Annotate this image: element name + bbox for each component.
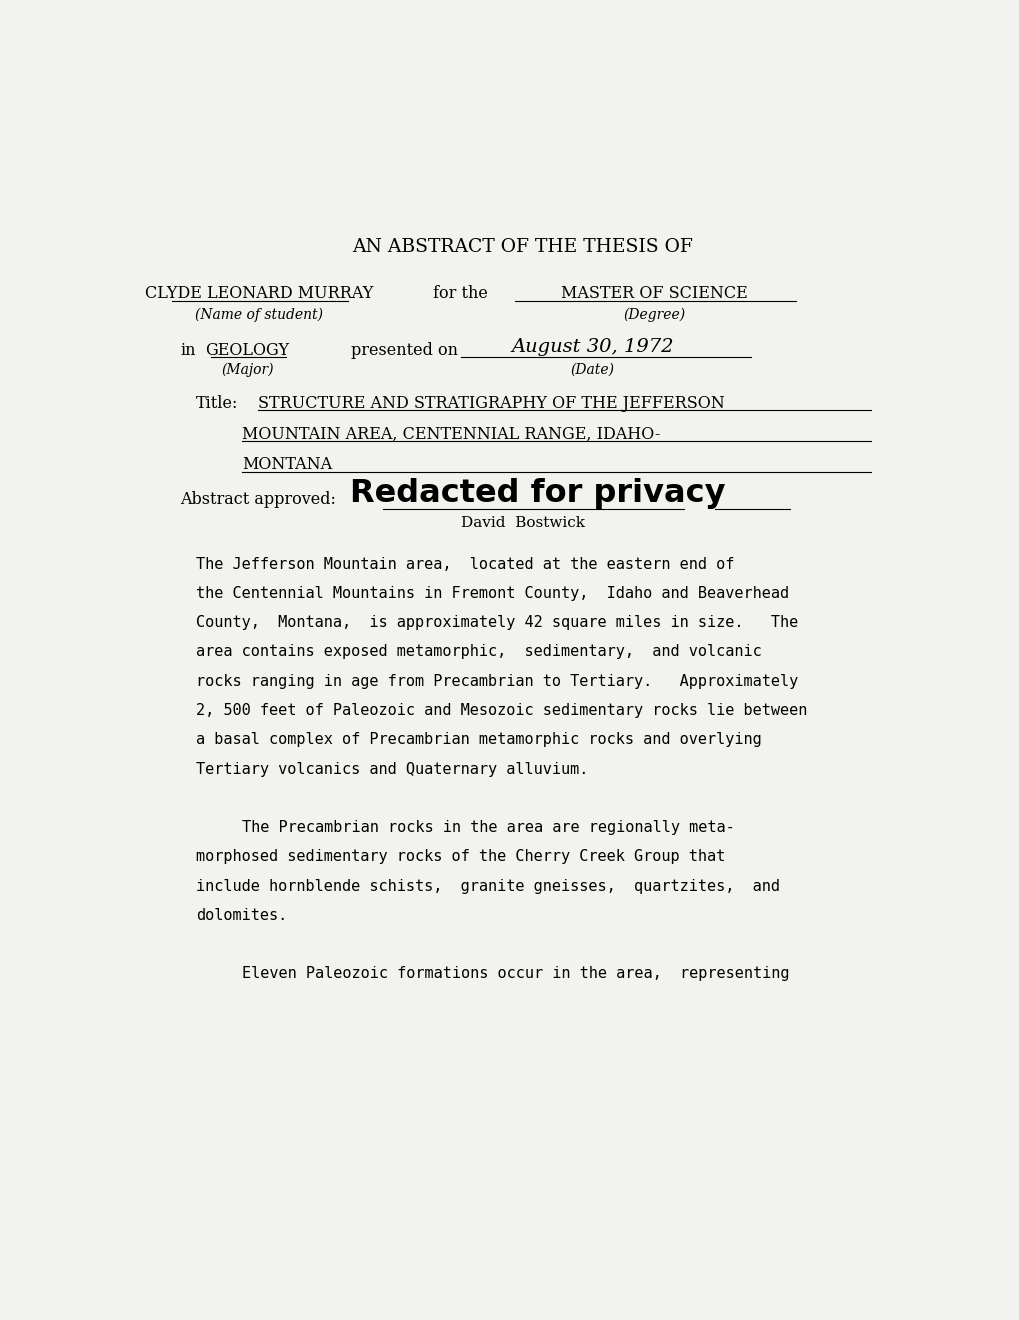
Text: (Degree): (Degree) <box>623 308 685 322</box>
Text: STRUCTURE AND STRATIGRAPHY OF THE JEFFERSON: STRUCTURE AND STRATIGRAPHY OF THE JEFFER… <box>258 395 723 412</box>
Text: dolomites.: dolomites. <box>196 908 286 923</box>
Text: Eleven Paleozoic formations occur in the area,  representing: Eleven Paleozoic formations occur in the… <box>242 966 789 981</box>
Text: (Date): (Date) <box>570 363 613 378</box>
Text: the Centennial Mountains in Fremont County,  Idaho and Beaverhead: the Centennial Mountains in Fremont Coun… <box>196 586 788 601</box>
Text: August 30, 1972: August 30, 1972 <box>511 338 674 356</box>
Text: MONTANA: MONTANA <box>242 457 332 474</box>
Text: area contains exposed metamorphic,  sedimentary,  and volcanic: area contains exposed metamorphic, sedim… <box>196 644 761 660</box>
Text: CLYDE LEONARD MURRAY: CLYDE LEONARD MURRAY <box>145 285 373 302</box>
Text: David  Bostwick: David Bostwick <box>461 516 584 529</box>
Text: a basal complex of Precambrian metamorphic rocks and overlying: a basal complex of Precambrian metamorph… <box>196 733 761 747</box>
Text: GEOLOGY: GEOLOGY <box>206 342 289 359</box>
Text: for the: for the <box>433 285 488 302</box>
Text: morphosed sedimentary rocks of the Cherry Creek Group that: morphosed sedimentary rocks of the Cherr… <box>196 849 725 865</box>
Text: Tertiary volcanics and Quaternary alluvium.: Tertiary volcanics and Quaternary alluvi… <box>196 762 588 776</box>
Text: The Jefferson Mountain area,  located at the eastern end of: The Jefferson Mountain area, located at … <box>196 557 734 572</box>
Text: AN ABSTRACT OF THE THESIS OF: AN ABSTRACT OF THE THESIS OF <box>352 238 693 256</box>
Text: Abstract approved:: Abstract approved: <box>180 491 335 508</box>
Text: in: in <box>180 342 196 359</box>
Text: MASTER OF SCIENCE: MASTER OF SCIENCE <box>560 285 747 302</box>
Text: 2, 500 feet of Paleozoic and Mesozoic sedimentary rocks lie between: 2, 500 feet of Paleozoic and Mesozoic se… <box>196 704 806 718</box>
Text: include hornblende schists,  granite gneisses,  quartzites,  and: include hornblende schists, granite gnei… <box>196 879 779 894</box>
Text: Redacted for privacy: Redacted for privacy <box>351 478 726 508</box>
Text: rocks ranging in age from Precambrian to Tertiary.   Approximately: rocks ranging in age from Precambrian to… <box>196 673 797 689</box>
Text: The Precambrian rocks in the area are regionally meta-: The Precambrian rocks in the area are re… <box>242 820 735 836</box>
Text: (Name of student): (Name of student) <box>195 308 323 322</box>
Text: County,  Montana,  is approximately 42 square miles in size.   The: County, Montana, is approximately 42 squ… <box>196 615 797 630</box>
Text: (Major): (Major) <box>221 363 274 378</box>
Text: Title:: Title: <box>196 395 237 412</box>
Text: presented on: presented on <box>351 342 458 359</box>
Text: MOUNTAIN AREA, CENTENNIAL RANGE, IDAHO-: MOUNTAIN AREA, CENTENNIAL RANGE, IDAHO- <box>242 425 660 442</box>
